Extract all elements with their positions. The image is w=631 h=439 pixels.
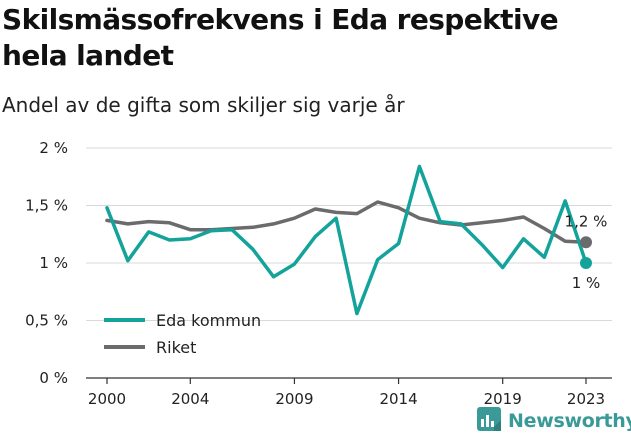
brand-name: Newsworthy [508,410,631,432]
x-axis: 2000 2004 2009 2014 2019 2023 [86,377,612,408]
end-label-riket: 1,2 % [565,212,608,230]
y-tick-label: 2 % [39,139,68,157]
x-tick-label: 2009 [275,390,313,408]
chart-title: Skilsmässofrekvens i Eda respektive hela… [2,3,559,72]
series-line-eda [105,164,588,316]
end-label-eda: 1 % [572,274,601,292]
x-tick-label: 2019 [484,390,522,408]
x-tick-label: 2014 [379,390,417,408]
x-tick-label: 2000 [88,390,126,408]
brand-logo: Newsworthy [476,406,631,436]
series-lines [105,164,588,316]
y-axis-ticks: 0 % 0,5 % 1 % 1,5 % 2 % [25,139,68,387]
x-tick-label: 2004 [171,390,209,408]
y-tick-label: 0 % [39,369,68,387]
chart-subtitle: Andel av de gifta som skiljer sig varje … [2,93,405,117]
x-tick-label: 2023 [567,390,605,408]
y-tick-label: 1 % [39,254,68,272]
y-tick-label: 1,5 % [25,197,68,215]
end-markers: 1,2 % 1 % [565,212,608,292]
legend-label-riket: Riket [156,338,196,357]
legend: Eda kommun Riket [104,311,261,357]
series-line-riket [105,200,588,245]
newsworthy-logo-icon [476,406,502,436]
end-point-riket [580,236,592,249]
grid-lines [86,147,612,321]
y-tick-label: 0,5 % [25,312,68,330]
legend-label-eda: Eda kommun [156,311,261,330]
end-point-eda [580,257,592,269]
